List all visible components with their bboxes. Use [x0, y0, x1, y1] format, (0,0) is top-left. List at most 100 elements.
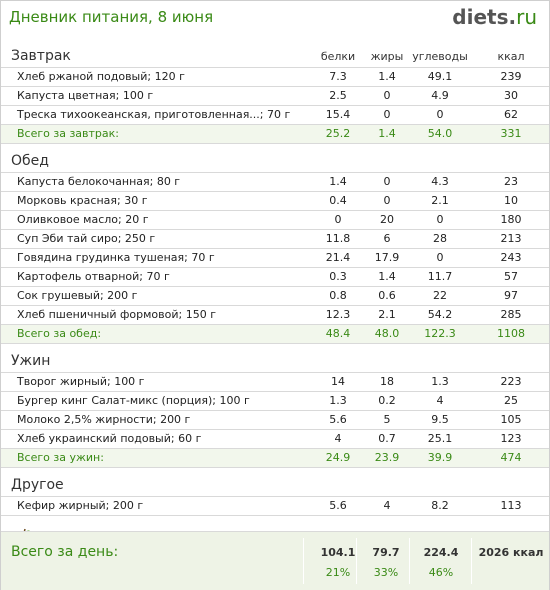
meal-total-protein: 24.9	[325, 451, 351, 464]
food-carbs: 2.1	[431, 194, 449, 207]
food-name[interactable]: Кефир жирный; 200 г	[17, 499, 144, 512]
food-row[interactable]: Бургер кинг Салат-микс (порция); 100 г 1.…	[1, 391, 549, 410]
food-protein: 4	[334, 432, 342, 445]
food-name[interactable]: Хлеб украинский подовый; 60 г	[17, 432, 202, 445]
food-name[interactable]: Оливковое масло; 20 г	[17, 213, 149, 226]
day-percent-protein: 21%	[325, 566, 351, 579]
food-carbs: 9.5	[431, 413, 449, 426]
food-name[interactable]: Хлеб ржаной подовый; 120 г	[17, 70, 185, 83]
food-name[interactable]: Суп Эби тай сиро; 250 г	[17, 232, 156, 245]
food-name[interactable]: Картофель отварной; 70 г	[17, 270, 170, 283]
food-kcal: 62	[504, 108, 518, 121]
food-name[interactable]: Молоко 2,5% жирности; 200 г	[17, 413, 191, 426]
food-fat: 5	[383, 413, 391, 426]
food-fat: 0	[383, 175, 391, 188]
food-protein: 7.3	[329, 70, 347, 83]
food-row[interactable]: Капуста белокочанная; 80 г 1.4 0 4.3 23	[1, 172, 549, 191]
meal-total-row: Всего за завтрак: 25.2 1.4 54.0 331	[1, 124, 549, 144]
meal-title: Обед	[11, 153, 49, 169]
food-carbs: 28	[433, 232, 447, 245]
food-row[interactable]: Треска тихоокеанская, приготовленная...;…	[1, 105, 549, 124]
food-carbs: 0	[436, 251, 444, 264]
food-carbs: 8.2	[431, 499, 449, 512]
meal-rows: Хлеб ржаной подовый; 120 г 7.3 1.4 49.1 239 К…	[1, 67, 549, 144]
food-fat: 1.4	[378, 70, 396, 83]
food-kcal: 23	[504, 175, 518, 188]
food-protein: 0.4	[329, 194, 347, 207]
food-row[interactable]: Хлеб украинский подовый; 60 г 4 0.7 25.1 123	[1, 429, 549, 448]
food-protein: 0.3	[329, 270, 347, 283]
food-kcal: 97	[504, 289, 518, 302]
food-carbs: 1.3	[431, 375, 449, 388]
meal-title: Ужин	[11, 353, 51, 369]
day-total-fat: 79.7	[372, 546, 400, 559]
food-row[interactable]: Хлеб пшеничный формовой; 150 г 12.3 2.1 54.…	[1, 305, 549, 324]
day-percent-fat: 33%	[373, 566, 399, 579]
food-name[interactable]: Сок грушевый; 200 г	[17, 289, 138, 302]
food-row[interactable]: Хлеб ржаной подовый; 120 г 7.3 1.4 49.1 239	[1, 67, 549, 86]
logo-dot: .	[508, 5, 517, 29]
meal-total-carbs: 39.9	[427, 451, 453, 464]
food-carbs: 54.2	[427, 308, 453, 321]
meal-rows: Творог жирный; 100 г 14 18 1.3 223 Бургер кин…	[1, 372, 549, 468]
food-name[interactable]: Творог жирный; 100 г	[17, 375, 145, 388]
site-logo[interactable]: diets.ru	[452, 5, 537, 29]
food-carbs: 4	[436, 394, 444, 407]
food-carbs: 22	[433, 289, 447, 302]
day-total: Всего за день: 104.1 79.7 224.4 2026 кка…	[1, 531, 549, 590]
food-fat: 0.2	[378, 394, 396, 407]
food-kcal: 180	[500, 213, 522, 226]
day-total-kcal: 2026 ккал	[478, 546, 544, 559]
column-divider	[471, 538, 472, 584]
meal-title: Завтрак	[11, 48, 71, 64]
food-name[interactable]: Хлеб пшеничный формовой; 150 г	[17, 308, 216, 321]
column-headers: белки жиры углеводы ккал	[1, 48, 549, 66]
meal-total-fat: 48.0	[374, 327, 400, 340]
column-divider	[356, 538, 357, 584]
meal-total-kcal: 474	[500, 451, 522, 464]
meal-section: Обед Капуста белокочанная; 80 г 1.4 0 4.3 23 М…	[1, 150, 549, 350]
food-carbs: 4.3	[431, 175, 449, 188]
meal-section: Завтрак белки жиры углеводы ккал Хлеб ржаной …	[1, 45, 549, 150]
food-fat: 17.9	[374, 251, 400, 264]
food-name[interactable]: Капуста белокочанная; 80 г	[17, 175, 181, 188]
food-row[interactable]: Оливковое масло; 20 г 0 20 0 180	[1, 210, 549, 229]
meal-rows: Капуста белокочанная; 80 г 1.4 0 4.3 23 Морко…	[1, 172, 549, 344]
food-protein: 15.4	[325, 108, 351, 121]
food-kcal: 123	[500, 432, 522, 445]
section-head: Обед	[1, 150, 549, 172]
food-row[interactable]: Суп Эби тай сиро; 250 г 11.8 6 28 213	[1, 229, 549, 248]
column-header-kcal: ккал	[497, 50, 525, 63]
food-row[interactable]: Кефир жирный; 200 г 5.6 4 8.2 113	[1, 496, 549, 516]
column-divider	[409, 538, 410, 584]
food-row[interactable]: Картофель отварной; 70 г 0.3 1.4 11.7 57	[1, 267, 549, 286]
meal-total-protein: 25.2	[325, 127, 351, 140]
meal-title: Другое	[11, 477, 64, 493]
food-kcal: 105	[500, 413, 522, 426]
food-kcal: 243	[500, 251, 522, 264]
food-name[interactable]: Треска тихоокеанская, приготовленная...;…	[17, 108, 291, 121]
food-row[interactable]: Творог жирный; 100 г 14 18 1.3 223	[1, 372, 549, 391]
food-row[interactable]: Говядина грудинка тушеная; 70 г 21.4 17.9 0…	[1, 248, 549, 267]
food-row[interactable]: Сок грушевый; 200 г 0.8 0.6 22 97	[1, 286, 549, 305]
food-name[interactable]: Говядина грудинка тушеная; 70 г	[17, 251, 215, 264]
food-fat: 1.4	[378, 270, 396, 283]
food-protein: 12.3	[325, 308, 351, 321]
food-kcal: 213	[500, 232, 522, 245]
section-head: Завтрак белки жиры углеводы ккал	[1, 45, 549, 67]
food-name[interactable]: Капуста цветная; 100 г	[17, 89, 154, 102]
page-title: Дневник питания, 8 июня	[9, 8, 214, 26]
food-protein: 5.6	[329, 499, 347, 512]
column-divider	[303, 538, 304, 584]
food-row[interactable]: Капуста цветная; 100 г 2.5 0 4.9 30	[1, 86, 549, 105]
day-percent-carbs: 46%	[428, 566, 454, 579]
food-fat: 0.7	[378, 432, 396, 445]
food-row[interactable]: Молоко 2,5% жирности; 200 г 5.6 5 9.5 105	[1, 410, 549, 429]
food-carbs: 0	[436, 213, 444, 226]
food-name[interactable]: Бургер кинг Салат-микс (порция); 100 г	[17, 394, 250, 407]
food-row[interactable]: Морковь красная; 30 г 0.4 0 2.1 10	[1, 191, 549, 210]
day-total-protein: 104.1	[320, 546, 356, 559]
food-name[interactable]: Морковь красная; 30 г	[17, 194, 148, 207]
day-total-label: Всего за день:	[11, 544, 119, 560]
food-kcal: 57	[504, 270, 518, 283]
